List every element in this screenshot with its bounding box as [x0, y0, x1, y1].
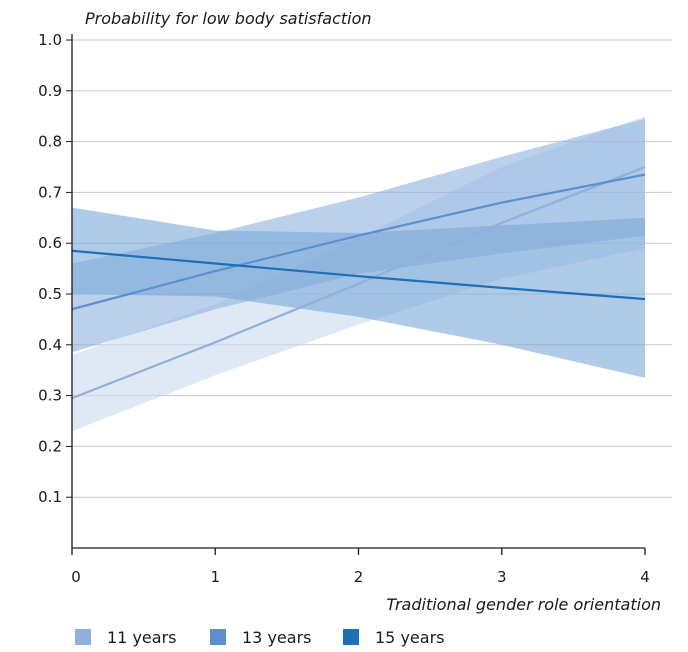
y-tick-label: 0.7 [38, 183, 62, 201]
series-line-0 [71, 165, 646, 400]
x-tick-label: 3 [497, 568, 507, 586]
legend-label-2: 15 years [375, 628, 444, 647]
y-tick-label: 0.3 [38, 387, 62, 405]
x-axis-title: Traditional gender role orientation [386, 595, 661, 614]
legend-swatch-0 [75, 629, 91, 645]
y-tick-label: 0.6 [38, 234, 62, 252]
y-tick-label: 1.0 [38, 31, 62, 49]
legend-label-1: 13 years [242, 628, 311, 647]
y-axis-title: Probability for low body satisfaction [85, 9, 372, 28]
y-tick-label: 0.1 [38, 488, 62, 506]
legend-swatch-1 [210, 629, 226, 645]
y-tick-labels: 0.1 0.2 0.3 0.4 0.5 0.6 0.7 0.8 0.9 1.0 [38, 31, 72, 506]
y-tick-label: 0.2 [38, 437, 62, 455]
y-tick-label: 0.9 [38, 82, 62, 100]
y-tick-label: 0.4 [38, 336, 62, 354]
x-tick-label: 4 [640, 568, 650, 586]
x-tick-label: 1 [210, 568, 220, 586]
y-tick-label: 0.5 [38, 285, 62, 303]
confidence-band-2 [72, 207, 645, 378]
legend-label-0: 11 years [107, 628, 176, 647]
legend: 11 years 13 years 15 years [75, 628, 444, 647]
confidence-bands [72, 116, 645, 432]
legend-swatch-2 [343, 629, 359, 645]
series-line-2 [71, 249, 646, 301]
y-tick-label: 0.8 [38, 133, 62, 151]
series-lines [71, 165, 646, 400]
x-tick-label: 0 [71, 568, 81, 586]
x-tick-labels: 0 1 2 3 4 [71, 548, 650, 586]
x-tick-label: 2 [354, 568, 364, 586]
series-line-1 [71, 173, 646, 311]
